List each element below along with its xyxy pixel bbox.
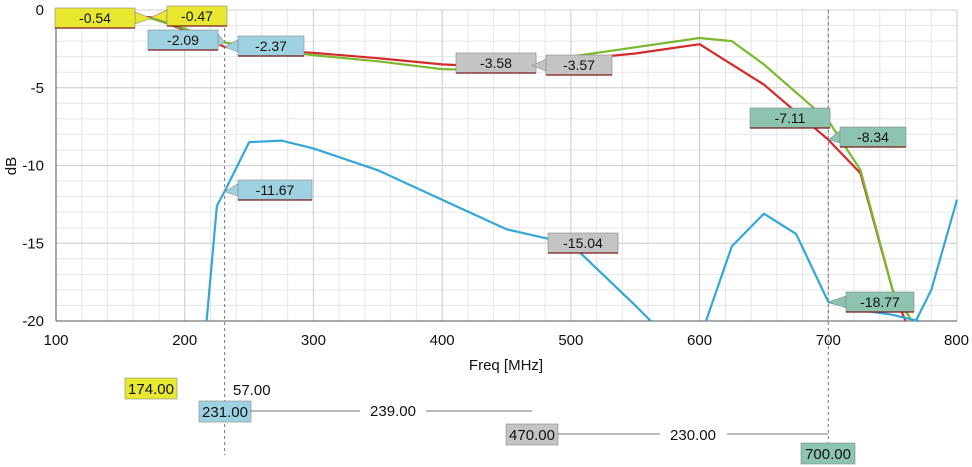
marker-pointer [827,295,847,309]
marker-value-label: -11.67 [256,182,295,198]
marker-labels: -0.54 -0.47 -2.09 -2.37 -3.58 -3.57 -7.11 -8.34… [54,5,915,313]
y-tick-label: -10 [22,158,44,175]
marker-value-label: -15.04 [563,235,603,251]
frequency-marker-label: 470.00 [509,427,555,444]
y-axis-label: dB [3,157,20,175]
frequency-marker-label: 231.00 [202,404,248,421]
marker-pointer [217,33,226,47]
marker-value-label: -0.54 [79,10,111,26]
frequency-marker-label: 174.00 [128,381,174,398]
y-tick-label: -15 [22,235,44,252]
marker-value-label: -2.37 [255,38,287,54]
distance-label: 230.00 [670,427,716,444]
marker-value-label: -8.34 [857,129,889,145]
x-axis-label: Freq [MHz] [469,357,543,374]
marker-value-label: -3.58 [480,55,512,71]
distance-label: 57.00 [233,382,271,399]
y-tick-label: -5 [31,80,44,97]
x-tick-label: 800 [944,332,969,349]
y-tick-label: 0 [36,2,44,19]
x-tick-label: 600 [687,332,712,349]
marker-value-label: -7.11 [775,110,806,126]
y-tick-label: -20 [22,313,44,330]
frequency-marker-box [800,442,856,465]
x-tick-label: 300 [301,332,326,349]
x-tick-label: 400 [430,332,455,349]
marker-value-label: -3.57 [563,57,595,73]
x-tick-label: 100 [43,332,68,349]
marker-value-label: -2.09 [167,32,199,48]
x-tick-label: 500 [558,332,583,349]
frequency-markers: 174.00 231.00 470.00 700.00 57.00 239.00 230.0… [124,377,856,465]
series-line-blue [205,139,652,322]
marker-value-label: -0.47 [181,8,213,24]
frequency-marker-label: 700.00 [805,446,851,463]
marker-lines [224,10,829,455]
distance-label: 239.00 [370,403,416,420]
marker-pointer [134,11,153,25]
frequency-marker-box [124,377,178,400]
series-line-blue [914,199,959,322]
x-tick-label: 200 [172,332,197,349]
marker-value-label: -18.77 [860,294,900,310]
